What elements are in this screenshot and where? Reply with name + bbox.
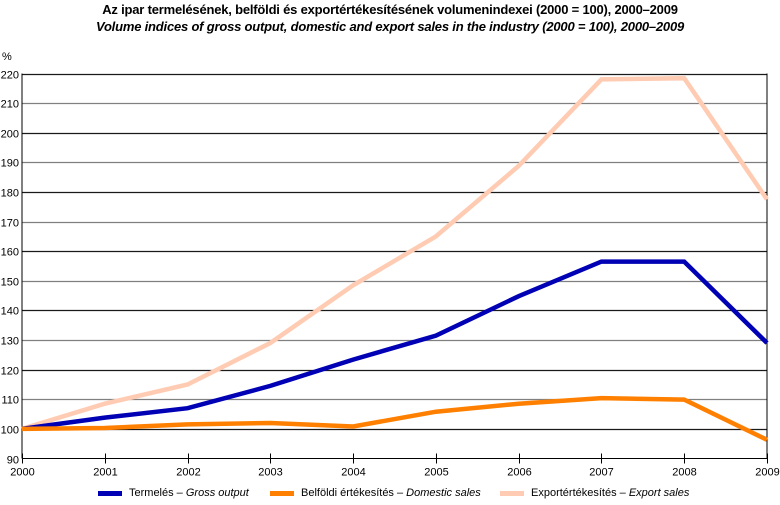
series-line-export-sales	[21, 75, 769, 432]
y-tick-label: 140	[1, 306, 19, 318]
x-tick-label: 2004	[341, 467, 365, 479]
x-tick-label: 2003	[258, 467, 282, 479]
legend-label-hu: Termelés	[129, 487, 174, 499]
y-tick-label: 110	[1, 395, 19, 407]
x-tick-label: 2008	[672, 467, 696, 479]
legend-label-hu: Exportértékesítés	[531, 487, 617, 499]
x-tick-label: 2006	[507, 467, 531, 479]
series-line-gross-output	[21, 259, 769, 432]
y-tick-label: 90	[7, 455, 19, 467]
tick-labels: 90 100 110 120 130 140 150 160 170 180 190 200 210 22…	[1, 51, 780, 479]
y-tick-label: 180	[1, 188, 19, 200]
legend: Termelés – Gross output Belföldi értékes…	[0, 487, 780, 503]
series-lines	[21, 75, 769, 442]
legend-label-en: Export sales	[628, 487, 690, 499]
legend-swatch-gross-output	[98, 490, 122, 496]
x-tick-label: 2000	[10, 467, 34, 479]
y-tick-label: 170	[1, 218, 19, 230]
y-tick-label: 210	[1, 99, 19, 111]
axes	[21, 73, 768, 464]
legend-item-gross-output: Termelés – Gross output	[98, 487, 249, 499]
legend-label-en: Gross output	[185, 487, 249, 499]
y-tick-label: 150	[1, 277, 19, 289]
legend-swatch-domestic-sales	[270, 490, 294, 496]
y-tick-label: 100	[1, 425, 19, 437]
y-tick-label: 120	[1, 366, 19, 378]
legend-swatch-export-sales	[500, 490, 524, 496]
series-line-domestic-sales	[21, 395, 768, 442]
y-tick-label: 130	[1, 336, 19, 348]
x-tick-label: 2007	[589, 467, 613, 479]
x-tick-label: 2005	[424, 467, 448, 479]
x-tick-label: 2001	[93, 467, 117, 479]
y-tick-label: 160	[1, 247, 19, 259]
y-tick-label: 200	[1, 129, 19, 141]
legend-label-en: Domestic sales	[406, 487, 481, 499]
x-tick-label: 2002	[176, 467, 200, 479]
legend-item-domestic-sales: Belföldi értékesítés – Domestic sales	[270, 487, 481, 499]
chart-title: Az ipar termelésének, belföldi és export…	[102, 2, 678, 17]
y-tick-label: 190	[1, 158, 19, 170]
legend-label-hu: Belföldi értékesítés	[301, 487, 394, 499]
x-tick-label: 2009	[755, 467, 779, 479]
y-tick-label: 220	[1, 70, 19, 82]
legend-item-export-sales: Exportértékesítés – Export sales	[500, 487, 689, 499]
gridlines	[22, 73, 767, 431]
y-axis-unit-label: %	[2, 51, 12, 63]
chart-subtitle: Volume indices of gross output, domestic…	[95, 19, 685, 34]
